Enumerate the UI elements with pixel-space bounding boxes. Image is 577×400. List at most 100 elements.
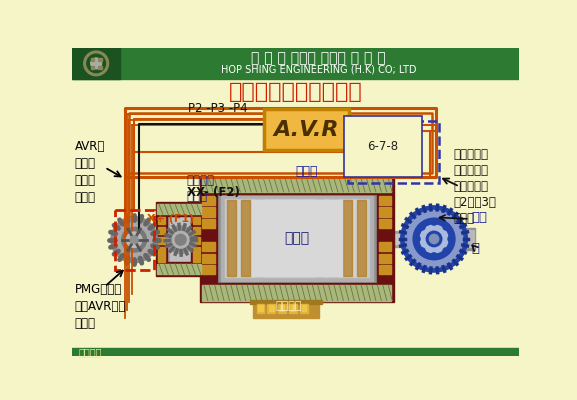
Bar (158, 264, 201, 274)
Bar (250, 300, 323, 304)
Circle shape (84, 51, 108, 76)
Text: 从主定子来
的交流电源
和传感信号
（2相或3相
感应）: 从主定子来 的交流电源 和传感信号 （2相或3相 感应） (454, 148, 496, 225)
Bar (99, 58, 102, 61)
Circle shape (406, 210, 463, 268)
Text: A.V.R: A.V.R (273, 120, 339, 140)
Text: X+ (F1): X+ (F1) (147, 214, 194, 224)
Bar (158, 254, 165, 262)
Bar (343, 200, 352, 276)
Bar (221, 196, 373, 280)
Bar (289, 304, 297, 313)
Bar (203, 207, 215, 217)
Text: 主定子: 主定子 (295, 166, 317, 178)
Bar (348, 121, 440, 183)
Bar (158, 217, 165, 224)
Bar (200, 194, 217, 283)
Bar (193, 237, 200, 244)
Bar (203, 285, 391, 300)
Bar (91, 66, 94, 69)
Bar (252, 200, 342, 276)
Bar (379, 265, 391, 274)
Bar (300, 304, 308, 313)
Bar (193, 227, 200, 234)
Circle shape (87, 54, 106, 73)
Bar (115, 210, 153, 270)
Circle shape (115, 221, 153, 258)
Bar (203, 265, 215, 274)
Text: 发电机基本结构和电路: 发电机基本结构和电路 (228, 82, 362, 102)
Bar (156, 216, 167, 262)
Circle shape (111, 217, 158, 263)
Circle shape (91, 58, 102, 69)
Circle shape (414, 236, 420, 242)
Circle shape (413, 218, 455, 260)
Bar (394, 234, 467, 244)
Bar (193, 217, 200, 224)
Circle shape (443, 224, 449, 230)
Circle shape (420, 225, 448, 253)
Bar (167, 207, 194, 270)
Bar (158, 227, 165, 234)
Text: 轴承: 轴承 (471, 211, 487, 224)
Bar (302, 305, 306, 311)
Circle shape (431, 253, 437, 259)
Bar (225, 199, 369, 278)
Bar (280, 305, 284, 311)
Bar (377, 194, 394, 283)
Bar (379, 219, 391, 228)
Bar (364, 139, 402, 154)
Bar (192, 216, 203, 262)
Bar (379, 207, 391, 217)
Bar (203, 219, 215, 228)
Bar (269, 305, 273, 311)
Bar (379, 254, 391, 263)
Circle shape (167, 226, 194, 254)
Circle shape (130, 236, 138, 244)
Circle shape (122, 228, 147, 252)
FancyBboxPatch shape (264, 109, 349, 150)
Circle shape (426, 231, 442, 247)
Bar (72, 348, 519, 356)
Bar (193, 247, 200, 254)
Bar (120, 231, 156, 247)
Bar (200, 283, 394, 302)
Bar (217, 194, 377, 283)
Bar (99, 66, 102, 69)
Bar (158, 204, 201, 214)
Text: 励磁转子
和定子: 励磁转子 和定子 (187, 174, 215, 202)
Text: 主转子: 主转子 (284, 231, 309, 245)
Circle shape (431, 219, 437, 225)
Circle shape (419, 248, 425, 254)
Bar (156, 202, 203, 216)
Text: XX- (F2): XX- (F2) (187, 186, 239, 199)
Circle shape (443, 248, 449, 254)
Text: 轴: 轴 (471, 242, 479, 255)
Bar (227, 200, 237, 276)
Bar (255, 200, 264, 276)
Bar (278, 304, 286, 313)
Text: 内部培训: 内部培训 (78, 347, 102, 357)
Bar (394, 231, 467, 247)
Bar (200, 176, 394, 194)
Text: 合 成 工 程（香 港）有 限 公 司: 合 成 工 程（香 港）有 限 公 司 (251, 51, 386, 65)
Text: PMG提供电
源给AVR（安
装时）: PMG提供电 源给AVR（安 装时） (74, 283, 126, 330)
Bar (72, 48, 519, 79)
Bar (241, 200, 250, 276)
Text: P2 -P3 -P4: P2 -P3 -P4 (188, 102, 248, 114)
Bar (193, 254, 200, 262)
Bar (253, 302, 319, 318)
Bar (267, 304, 275, 313)
Circle shape (126, 232, 142, 248)
Bar (466, 228, 475, 250)
Bar (329, 200, 338, 276)
Bar (120, 233, 156, 245)
Bar (91, 58, 94, 61)
Bar (379, 242, 391, 251)
Bar (357, 200, 366, 276)
Bar (203, 196, 215, 205)
Text: 整流模块: 整流模块 (276, 301, 302, 311)
Circle shape (448, 236, 454, 242)
Bar (158, 237, 165, 244)
Bar (379, 196, 391, 205)
Bar (257, 304, 264, 313)
